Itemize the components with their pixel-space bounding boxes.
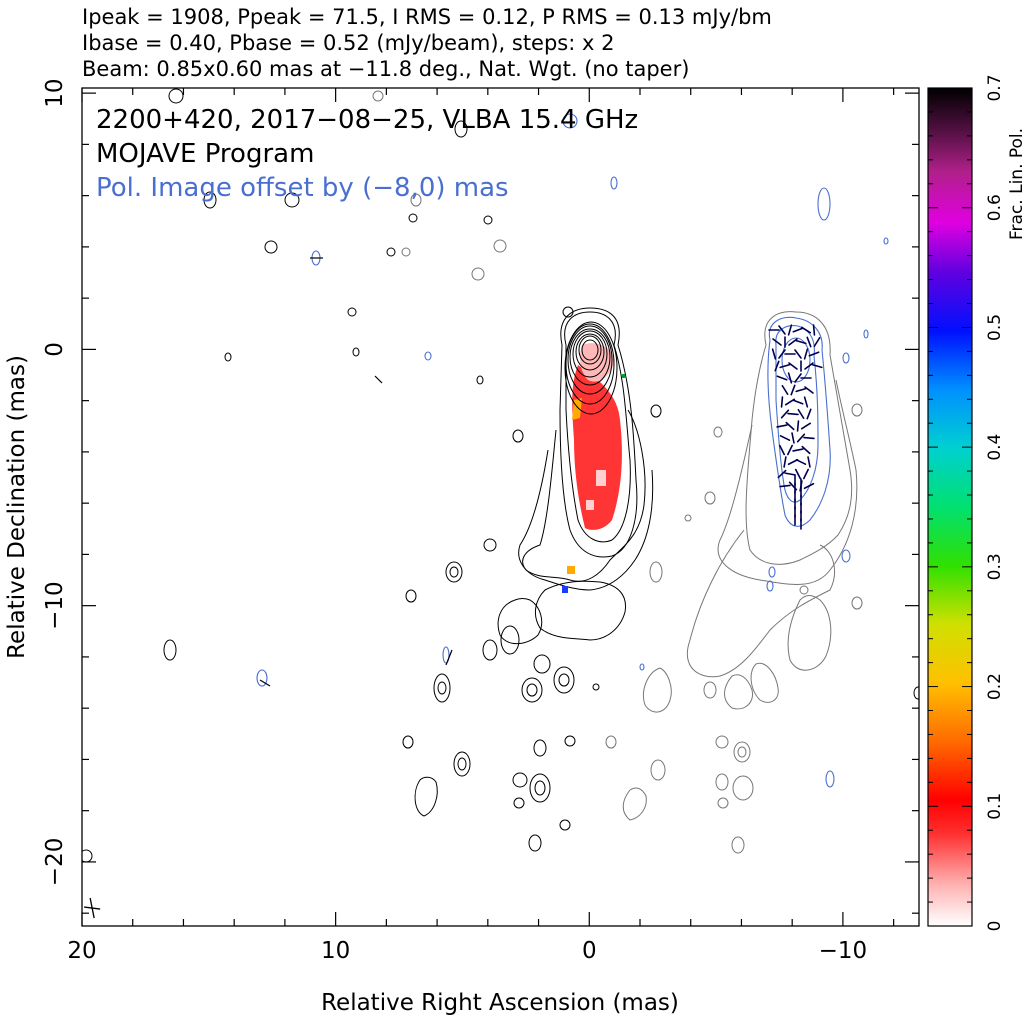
evpa-tick: [797, 408, 805, 420]
evpa-tick: [780, 409, 790, 419]
program-label: MOJAVE Program: [96, 139, 314, 169]
evpa-tick: [783, 456, 787, 468]
source-title: 2200+420, 2017−08−25, VLBA 15.4 GHz: [96, 105, 638, 135]
evpa-tick: [776, 424, 788, 428]
evpa-tick: [794, 373, 802, 383]
evpa-tick: [806, 336, 812, 348]
colorbar-tick-label: 0.4: [985, 434, 1005, 461]
y-axis-ticks: 10 0 −10 −20: [42, 78, 919, 914]
evpa-tick: [780, 396, 784, 408]
evpa-tick: [795, 339, 807, 345]
evpa-tick: [794, 349, 802, 359]
evpa-tick: [811, 363, 823, 369]
evpa-tick: [800, 422, 812, 430]
pol-pixel-green: [622, 374, 625, 378]
x-axis-title: Relative Right Ascension (mas): [321, 990, 679, 1016]
evpa-tick: [787, 324, 793, 336]
evpa-tick: [792, 448, 804, 452]
evpa-tick: [806, 408, 812, 420]
evpa-tick: [795, 387, 807, 393]
evpa-tick: [787, 444, 793, 456]
evpa-tick: [784, 472, 796, 476]
x-tick-label: 0: [582, 938, 597, 964]
evpa-tick: [812, 324, 816, 336]
colorbar-tick-label: 0.2: [985, 673, 1005, 700]
evpa-tick: [781, 384, 789, 396]
beam-marker: [84, 897, 101, 919]
evpa-tick: [788, 362, 798, 370]
x-tick-label: −10: [819, 938, 868, 964]
evpa-tick: [796, 420, 800, 432]
x-tick-label: 20: [67, 938, 96, 964]
evpa-tick: [804, 362, 814, 370]
colorbar-label: Frac. Lin. Pol.: [1007, 128, 1027, 240]
evpa-tick: [779, 363, 791, 369]
total-intensity-contours: [82, 88, 919, 863]
evpa-tick: [795, 459, 807, 465]
evpa-tick: [800, 326, 812, 334]
evpa-tick: [792, 327, 804, 333]
y-tick-label: −20: [42, 838, 68, 887]
evpa-tick: [803, 348, 809, 360]
evpa-tick: [788, 338, 798, 346]
evpa-tick: [791, 432, 795, 444]
pol-pixel-orange: [567, 566, 575, 574]
evpa-tick: [777, 469, 787, 479]
colorbar-ticks: 0 0.1 0.2 0.3 0.4 0.5 0.6 0.7: [928, 74, 1005, 931]
evpa-tick: [807, 456, 811, 468]
x-axis-ticks: 20 10 0 −10: [67, 88, 895, 964]
evpa-tick: [787, 412, 799, 416]
plot-frame: [81, 87, 920, 927]
evpa-tick: [813, 336, 821, 348]
header-line-1: Ipeak = 1908, Ppeak = 71.5, I RMS = 0.12…: [82, 5, 772, 29]
pol-pixel-blue: [562, 586, 568, 593]
x-tick-label: 10: [321, 938, 350, 964]
evpa-tick: [787, 458, 799, 466]
evpa-tick: [785, 421, 795, 431]
pol-offset-label: Pol. Image offset by (−8,0) mas: [96, 173, 509, 203]
y-tick-label: −10: [42, 581, 68, 630]
evpa-vectors: [768, 324, 823, 530]
colorbar-tick-label: 0.7: [985, 74, 1005, 101]
evpa-tick: [808, 351, 820, 357]
evpa-tick: [803, 468, 809, 480]
evpa-tick: [787, 372, 793, 384]
evpa-tick: [771, 348, 777, 360]
evpa-tick: [794, 468, 802, 480]
offset-intensity-contours: [372, 90, 863, 854]
evpa-tick: [804, 386, 814, 394]
y-tick-label: 0: [42, 342, 68, 357]
evpa-tick: [774, 360, 780, 372]
colorbar-tick-label: 0.3: [985, 553, 1005, 580]
evpa-tick: [803, 482, 815, 490]
evpa-tick: [772, 338, 782, 346]
colorbar: 0 0.1 0.2 0.3 0.4 0.5 0.6 0.7 Frac. Lin. Pol.: [927, 74, 1027, 931]
evpa-tick: [779, 484, 791, 488]
header-line-3: Beam: 0.85x0.60 mas at −11.8 deg., Nat. …: [82, 57, 689, 81]
evpa-tick: [803, 436, 815, 440]
evpa-tick: [776, 375, 788, 381]
header-line-2: Ibase = 0.40, Pbase = 0.52 (mJy/beam), s…: [82, 31, 614, 55]
colorbar-tick-label: 0: [985, 921, 1005, 932]
colorbar-tick-label: 0.6: [985, 194, 1005, 221]
colorbar-gradient: [927, 87, 973, 927]
pol-intensity-contours: [256, 113, 889, 788]
colorbar-tick-label: 0.5: [985, 314, 1005, 341]
fractional-pol-map: [572, 343, 622, 530]
evpa-tick: [779, 435, 791, 441]
evpa-tick: [792, 399, 804, 405]
main-image-ticks: [259, 257, 453, 687]
evpa-tick: [803, 396, 809, 408]
plot-area: [82, 88, 919, 863]
y-tick-label: 10: [42, 78, 68, 107]
y-axis-title: Relative Declination (mas): [4, 355, 30, 659]
evpa-tick: [796, 433, 806, 443]
evpa-tick: [778, 325, 786, 335]
evpa-tick: [801, 445, 811, 455]
evpa-tick: [778, 349, 786, 359]
evpa-tick: [790, 384, 796, 396]
colorbar-tick-label: 0.1: [985, 793, 1005, 820]
evpa-tick: [778, 444, 786, 456]
